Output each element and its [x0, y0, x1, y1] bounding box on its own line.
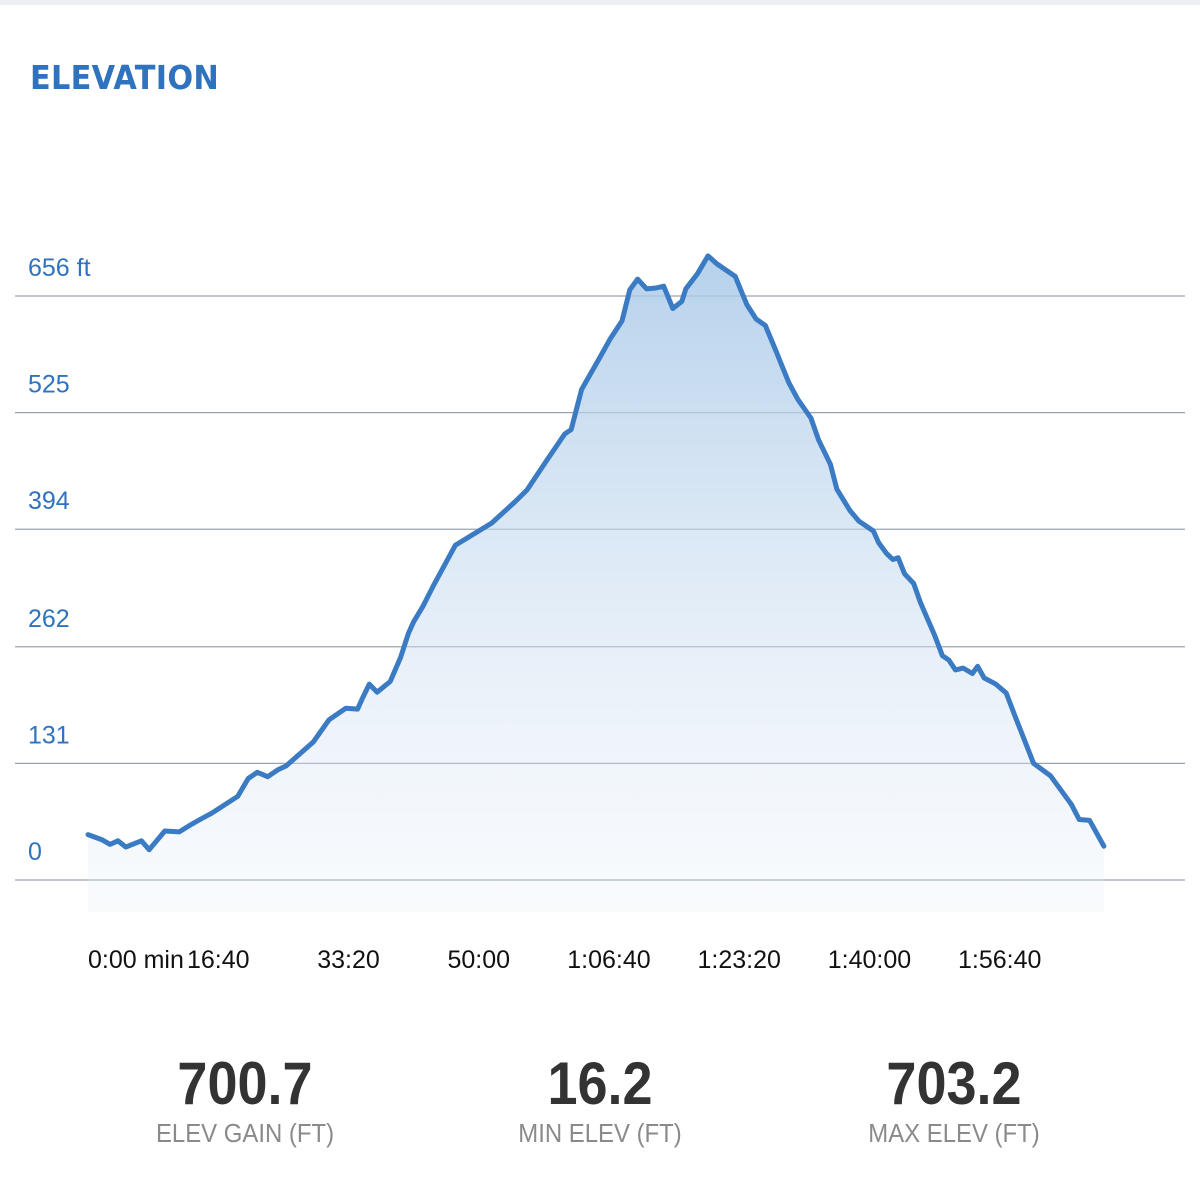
top-strip — [0, 0, 1200, 5]
y-tick-label: 131 — [28, 721, 70, 749]
x-tick-label: 33:20 — [317, 946, 380, 974]
stat-label: MIN ELEV (FT) — [518, 1118, 682, 1148]
y-tick-label: 262 — [28, 605, 70, 633]
y-tick-label: 656 ft — [28, 254, 91, 282]
x-tick-label: 16:40 — [187, 946, 250, 974]
x-tick-label: 1:23:20 — [698, 946, 781, 974]
x-tick-label: 1:06:40 — [567, 946, 650, 974]
stat-label: MAX ELEV (FT) — [868, 1118, 1040, 1148]
x-tick-label: 1:40:00 — [828, 946, 911, 974]
elevation-chart: 0 131 262 394 525 656 ft 0:00 min 16:40 33:20 50… — [15, 253, 1185, 974]
stat-value: 16.2 — [547, 1050, 653, 1117]
stat-label: ELEV GAIN (FT) — [155, 1118, 335, 1148]
stat-max-elev: 703.2 MAX ELEV (FT) — [804, 1052, 1104, 1149]
y-axis-ticks: 0 131 262 394 525 656 ft — [28, 254, 91, 866]
elevation-area — [88, 255, 1104, 912]
x-tick-label: 1:56:40 — [958, 946, 1041, 974]
y-tick-label: 0 — [28, 838, 42, 866]
elevation-line — [85, 253, 1107, 853]
x-tick-label: 0:00 min — [88, 946, 184, 974]
y-tick-label: 394 — [28, 487, 70, 515]
stat-value: 700.7 — [177, 1050, 313, 1117]
stat-value: 703.2 — [886, 1050, 1022, 1117]
stat-min-elev: 16.2 MIN ELEV (FT) — [450, 1052, 750, 1149]
y-tick-label: 525 — [28, 371, 70, 399]
x-tick-label: 50:00 — [447, 946, 510, 974]
x-axis-ticks: 0:00 min 16:40 33:20 50:00 1:06:40 1:23:20 1:4… — [88, 946, 1041, 974]
stat-elev-gain: 700.7 ELEV GAIN (FT) — [95, 1052, 395, 1149]
chart-title: ELEVATION — [30, 58, 220, 97]
